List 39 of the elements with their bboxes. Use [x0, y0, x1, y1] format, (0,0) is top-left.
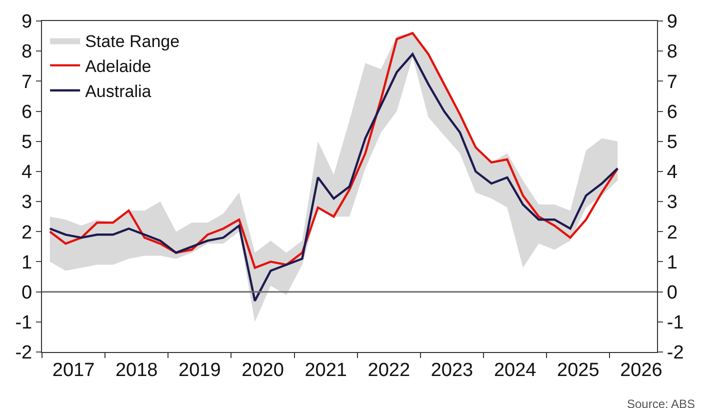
legend-label: Adelaide [85, 56, 152, 76]
x-tick-label: 2020 [242, 360, 284, 381]
x-tick-label: 2022 [368, 360, 410, 381]
y2-tick-label: 7 [666, 72, 678, 93]
x-tick-label: 2018 [115, 360, 158, 381]
y-tick-label: 1 [22, 252, 32, 274]
legend-label: Australia [85, 82, 152, 102]
y-tick-label: 2 [22, 222, 32, 244]
x-tick-label: 2026 [620, 360, 662, 381]
y2-tick-label: 9 [666, 12, 678, 33]
line-series [48, 32, 619, 269]
y2-tick-label: 3 [666, 192, 678, 214]
y-tick-label: 9 [22, 12, 32, 33]
y-tick-label: 0 [22, 282, 32, 304]
y-tick-label: 3 [22, 192, 32, 214]
x-tick-label: 2025 [557, 360, 600, 381]
y-tick-label: -1 [15, 312, 32, 334]
y2-tick-label: 8 [666, 42, 678, 63]
y2-tick-label: -2 [666, 342, 684, 364]
y-tick-label: 8 [22, 42, 32, 63]
y2-tick-label: -1 [666, 312, 684, 334]
y-tick-label: 4 [22, 162, 33, 184]
y-tick-label: -2 [15, 342, 32, 364]
y2-tick-label: 5 [666, 132, 678, 154]
y2-tick-label: 2 [666, 222, 678, 244]
y-tick-label: 6 [22, 102, 32, 123]
x-tick-label: 2019 [178, 360, 221, 381]
x-tick-label: 2024 [494, 360, 537, 381]
y2-tick-label: 6 [666, 102, 678, 123]
y2-tick-label: 1 [666, 252, 678, 274]
legend-label: State Range [85, 32, 180, 51]
x-tick-label: 2017 [52, 360, 95, 381]
x-tick-label: 2023 [430, 360, 474, 381]
y-tick-label: 5 [22, 132, 32, 154]
y2-tick-label: 4 [666, 162, 678, 184]
y-tick-label: 7 [22, 72, 32, 93]
source-note: Source: ABS [627, 397, 696, 408]
x-tick-label: 2021 [304, 360, 347, 381]
y2-tick-label: 0 [666, 282, 678, 304]
